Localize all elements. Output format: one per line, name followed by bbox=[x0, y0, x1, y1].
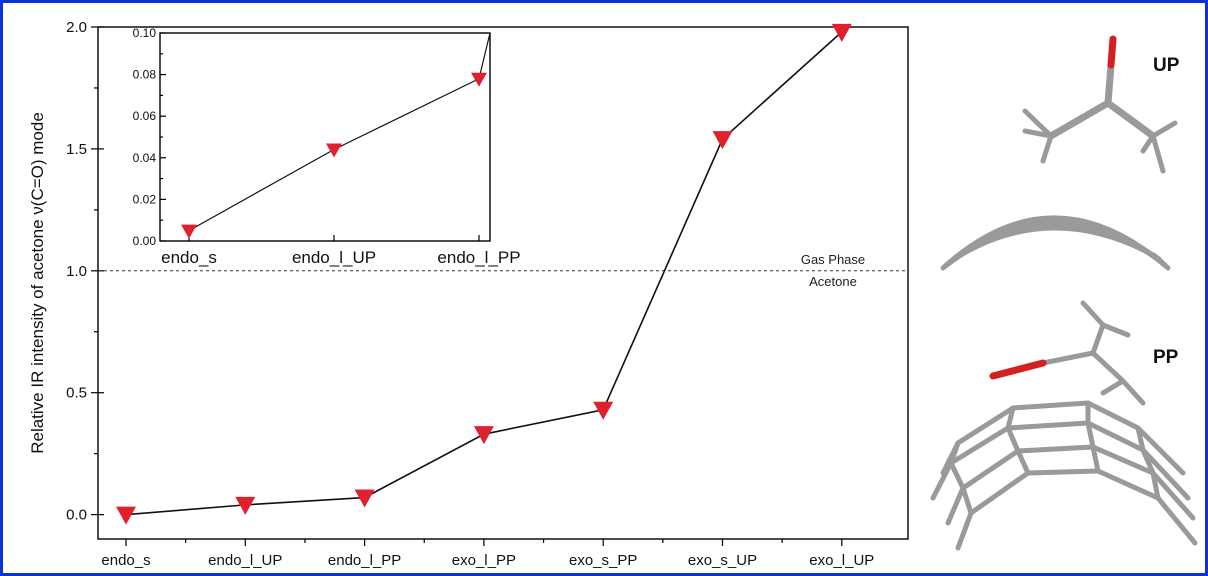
data-point-marker bbox=[712, 131, 733, 150]
inset-y-ticks: 0.00 0.02 0.04 0.06 0.08 0.10 bbox=[133, 26, 166, 248]
inset-x-tick-labels: endo_s endo_l_UP endo_l_PP bbox=[161, 235, 521, 267]
inset-series-markers bbox=[181, 72, 487, 239]
x-tick-label: exo_l_UP bbox=[809, 552, 874, 569]
main-axes bbox=[97, 26, 909, 540]
y-tick-label: 2.0 bbox=[66, 19, 87, 36]
y-tick-label: 1.0 bbox=[66, 263, 87, 280]
reference-label-line1: Gas Phase bbox=[801, 252, 865, 267]
data-point-marker bbox=[593, 401, 614, 420]
y-tick-label: 1.5 bbox=[66, 141, 87, 158]
x-tick-label: endo_l_UP bbox=[208, 552, 282, 569]
y-tick-label: 0.0 bbox=[66, 507, 87, 524]
data-point-marker bbox=[116, 506, 136, 525]
data-point-marker bbox=[473, 426, 494, 445]
inset-data-point-marker bbox=[471, 72, 487, 87]
inset-y-tick-label: 0.04 bbox=[133, 151, 157, 165]
main-axes-frame bbox=[97, 26, 909, 540]
pp-structure-label: PP bbox=[1153, 347, 1179, 368]
y-tick-label: 0.5 bbox=[66, 385, 87, 402]
figure-canvas: 0.0 0.5 1.0 1.5 2.0 endo_s endo_l_UP endo_l_PP… bbox=[28, 19, 1198, 569]
data-point-marker bbox=[831, 23, 852, 42]
main-series-markers bbox=[116, 23, 852, 525]
y-axis-label: Relative IR intensity of acetone ν(C=O) … bbox=[28, 112, 47, 454]
inset-data-point-marker bbox=[181, 224, 197, 239]
main-x-tick-labels: endo_s endo_l_UP endo_l_PP exo_l_PP exo_s_PP… bbox=[101, 539, 874, 569]
x-tick-label: exo_l_PP bbox=[452, 552, 516, 569]
inset-x-tick-label: endo_l_PP bbox=[437, 248, 520, 267]
inset-y-tick-label: 0.00 bbox=[133, 234, 157, 248]
inset-data-point-marker bbox=[326, 143, 342, 158]
pp-structure-image bbox=[930, 300, 1198, 551]
up-structure-image bbox=[940, 35, 1178, 271]
x-tick-label: endo_l_PP bbox=[328, 552, 401, 569]
x-tick-label: endo_s bbox=[101, 552, 150, 569]
inset-y-tick-label: 0.06 bbox=[133, 109, 157, 123]
inset-y-tick-label: 0.08 bbox=[133, 68, 157, 82]
main-y-ticks: 0.0 0.5 1.0 1.5 2.0 bbox=[66, 19, 104, 524]
data-point-marker bbox=[235, 496, 256, 515]
x-tick-label: exo_s_UP bbox=[688, 552, 757, 569]
inset-x-tick-label: endo_s bbox=[161, 248, 217, 267]
x-tick-label: exo_s_PP bbox=[569, 552, 637, 569]
inset-series-line bbox=[188, 32, 491, 232]
reference-label-line2: Acetone bbox=[809, 274, 857, 289]
inset-y-tick-label: 0.10 bbox=[133, 26, 157, 40]
inset-y-tick-label: 0.02 bbox=[133, 192, 157, 206]
inset-plot-area bbox=[160, 33, 490, 241]
inset-x-tick-label: endo_l_UP bbox=[292, 248, 376, 267]
up-structure-label: UP bbox=[1153, 55, 1180, 76]
data-point-marker bbox=[354, 489, 375, 508]
